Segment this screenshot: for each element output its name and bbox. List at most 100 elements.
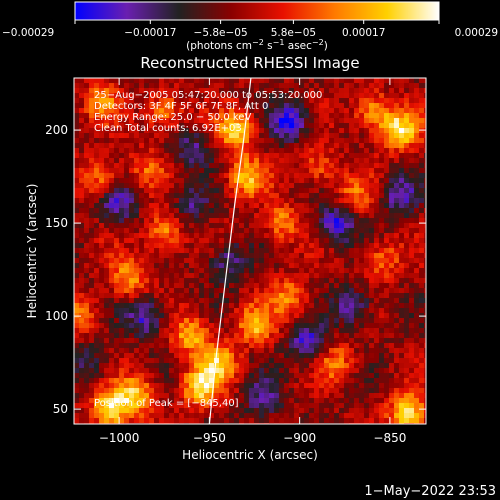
heatmap-cell xyxy=(229,373,235,379)
heatmap-cell xyxy=(284,343,290,349)
heatmap-cell xyxy=(104,263,110,269)
heatmap-cell xyxy=(114,78,120,84)
heatmap-cell xyxy=(199,228,205,234)
heatmap-cell xyxy=(334,148,340,154)
heatmap-cell xyxy=(264,258,270,264)
heatmap-cell xyxy=(109,388,115,394)
heatmap-cell xyxy=(419,168,425,174)
heatmap-cell xyxy=(164,238,170,244)
heatmap-cell xyxy=(169,363,175,369)
heatmap-cell xyxy=(339,368,345,374)
heatmap-cell xyxy=(254,353,260,359)
heatmap-cell xyxy=(404,398,410,404)
heatmap-cell xyxy=(174,328,180,334)
heatmap-cell xyxy=(299,228,305,234)
heatmap-cell xyxy=(189,153,195,159)
heatmap-cell xyxy=(229,298,235,304)
heatmap-cell xyxy=(149,353,155,359)
heatmap-cell xyxy=(179,343,185,349)
heatmap-cell xyxy=(224,138,230,144)
heatmap-cell xyxy=(199,373,205,379)
heatmap-cell xyxy=(109,288,115,294)
heatmap-cell xyxy=(79,128,85,134)
heatmap-cell xyxy=(189,93,195,99)
heatmap-cell xyxy=(144,303,150,309)
heatmap-cell xyxy=(84,398,90,404)
heatmap-cell xyxy=(124,348,130,354)
heatmap-cell xyxy=(244,83,250,89)
heatmap-cell xyxy=(304,108,310,114)
heatmap-cell xyxy=(114,128,120,134)
heatmap-cell xyxy=(324,383,330,389)
heatmap-cell xyxy=(319,148,325,154)
heatmap-cell xyxy=(349,403,355,409)
heatmap-cell xyxy=(149,298,155,304)
heatmap-cell xyxy=(284,143,290,149)
heatmap-cell xyxy=(129,378,135,384)
heatmap-cell xyxy=(299,118,305,124)
heatmap-cell xyxy=(74,233,80,239)
heatmap-cell xyxy=(394,313,400,319)
heatmap-cell xyxy=(354,218,360,224)
heatmap-cell xyxy=(124,308,130,314)
heatmap-cell xyxy=(289,283,295,289)
heatmap-cell xyxy=(199,308,205,314)
heatmap-cell xyxy=(214,98,220,104)
heatmap-cell xyxy=(299,388,305,394)
heatmap-cell xyxy=(424,133,426,139)
heatmap-cell xyxy=(199,208,205,214)
heatmap-cell xyxy=(154,378,160,384)
heatmap-cell xyxy=(424,138,426,144)
heatmap-image xyxy=(74,78,426,424)
heatmap-cell xyxy=(234,163,240,169)
heatmap-cell xyxy=(129,233,135,239)
heatmap-cell xyxy=(124,178,130,184)
heatmap-cell xyxy=(354,148,360,154)
heatmap-cell xyxy=(244,243,250,249)
heatmap-cell xyxy=(374,378,380,384)
heatmap-cell xyxy=(89,203,95,209)
heatmap-cell xyxy=(74,178,80,184)
heatmap-cell xyxy=(424,398,426,404)
heatmap-cell xyxy=(194,318,200,324)
heatmap-cell xyxy=(254,123,260,129)
heatmap-cell xyxy=(129,118,135,124)
heatmap-cell xyxy=(314,98,320,104)
heatmap-cell xyxy=(229,388,235,394)
heatmap-cell xyxy=(384,363,390,369)
heatmap-cell xyxy=(364,163,370,169)
heatmap-cell xyxy=(139,278,145,284)
heatmap-cell xyxy=(264,163,270,169)
heatmap-cell xyxy=(264,228,270,234)
heatmap-cell xyxy=(324,363,330,369)
heatmap-cell xyxy=(254,263,260,269)
heatmap-cell xyxy=(379,253,385,259)
heatmap-cell xyxy=(244,298,250,304)
heatmap-cell xyxy=(114,358,120,364)
heatmap-cell xyxy=(364,88,370,94)
heatmap-cell xyxy=(294,98,300,104)
heatmap-cell xyxy=(164,138,170,144)
heatmap-cell xyxy=(204,278,210,284)
heatmap-cell xyxy=(354,183,360,189)
heatmap-cell xyxy=(274,408,280,414)
heatmap-cell xyxy=(244,333,250,339)
heatmap-cell xyxy=(379,203,385,209)
heatmap-cell xyxy=(89,163,95,169)
heatmap-cell xyxy=(269,308,275,314)
heatmap-cell xyxy=(119,163,125,169)
heatmap-cell xyxy=(329,373,335,379)
heatmap-cell xyxy=(129,388,135,394)
heatmap-cell xyxy=(399,218,405,224)
heatmap-cell xyxy=(294,373,300,379)
heatmap-cell xyxy=(269,158,275,164)
heatmap-cell xyxy=(109,408,115,414)
heatmap-cell xyxy=(374,233,380,239)
heatmap-cell xyxy=(259,143,265,149)
heatmap-cell xyxy=(114,238,120,244)
heatmap-cell xyxy=(394,208,400,214)
heatmap-cell xyxy=(74,123,80,129)
heatmap-cell xyxy=(319,273,325,279)
heatmap-cell xyxy=(104,283,110,289)
heatmap-cell xyxy=(134,273,140,279)
